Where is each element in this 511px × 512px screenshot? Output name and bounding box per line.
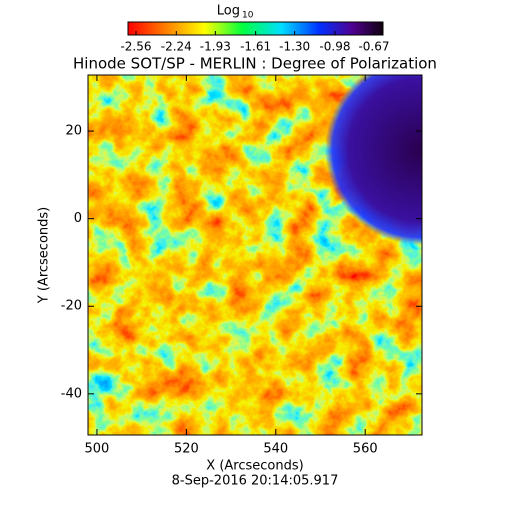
- footer: 8-Sep-2016 20:14:05.917: [172, 474, 339, 489]
- colorbar-tick-label: -2.24: [161, 40, 192, 54]
- colorbar-label-sub: 10: [242, 11, 254, 21]
- x-tick-label: 500: [85, 442, 110, 457]
- colorbar-label: Log: [217, 4, 240, 19]
- colorbar-tick-label: -1.30: [279, 40, 310, 54]
- y-tick-label: 20: [65, 124, 82, 139]
- x-tick-label: 540: [263, 442, 288, 457]
- polarization-map: [88, 75, 422, 435]
- y-tick-label: -20: [61, 299, 82, 314]
- colorbar-tick-label: -2.56: [120, 40, 151, 54]
- y-axis-label: Y (Arcseconds): [37, 207, 52, 304]
- colorbar-tick-label: -0.98: [319, 40, 350, 54]
- colorbar-tick-label: -1.93: [200, 40, 231, 54]
- x-tick-label: 560: [353, 442, 378, 457]
- x-tick-label: 520: [174, 442, 199, 457]
- y-tick-label: 0: [74, 211, 82, 226]
- colorbar-tick-label: -1.61: [240, 40, 271, 54]
- chart-title: Hinode SOT/SP - MERLIN : Degree of Polar…: [73, 55, 437, 73]
- colorbar-tick-label: -0.67: [358, 40, 389, 54]
- y-tick-label: -40: [61, 386, 82, 401]
- x-axis-label: X (Arcseconds): [206, 459, 303, 474]
- plot-frame: [87, 74, 423, 436]
